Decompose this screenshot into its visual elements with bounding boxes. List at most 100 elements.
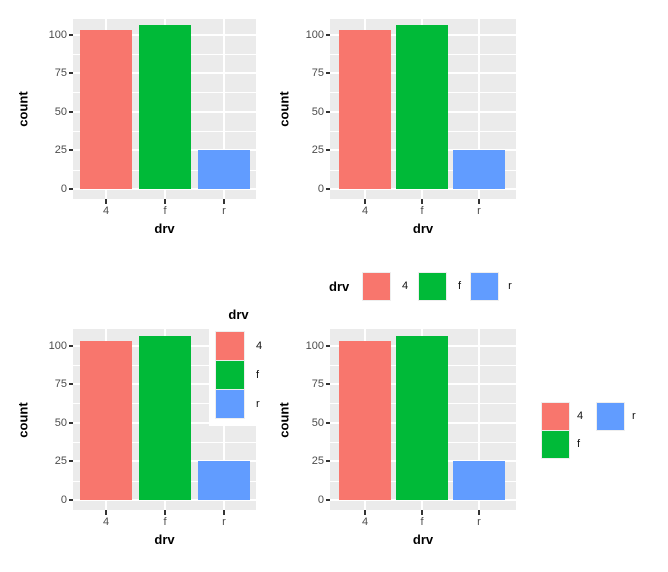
- x-tick-label: f: [420, 516, 424, 528]
- y-tick-mark: [69, 383, 73, 385]
- x-tick-mark: [478, 510, 480, 515]
- y-tick-mark: [69, 188, 73, 190]
- legend-label-f: f: [256, 369, 260, 381]
- y-tick-mark: [69, 72, 73, 74]
- bar-4: [339, 30, 391, 189]
- grid-major-line: [330, 499, 516, 501]
- plot-panel: [330, 19, 516, 199]
- y-tick-label: 50: [54, 106, 67, 118]
- x-axis-title: drv: [412, 221, 434, 236]
- y-tick-label: 50: [311, 417, 324, 429]
- y-tick-mark: [69, 34, 73, 36]
- bar-f: [139, 25, 191, 189]
- x-tick-mark: [164, 199, 166, 204]
- x-tick-label: 4: [361, 205, 369, 217]
- y-tick-label: 50: [54, 417, 67, 429]
- x-tick-label: f: [163, 205, 167, 217]
- grid-major-line-vertical: [478, 19, 480, 199]
- x-axis-title: drv: [412, 532, 434, 547]
- legend-title: drv: [329, 279, 350, 294]
- legend-label-r: r: [256, 398, 260, 410]
- y-tick-label: 75: [54, 378, 67, 390]
- legend-key-f: [418, 273, 446, 300]
- x-tick-mark: [223, 510, 225, 515]
- x-tick-label: f: [163, 516, 167, 528]
- x-axis-title: drv: [154, 221, 175, 236]
- bar-f: [396, 25, 448, 189]
- y-tick-label: 25: [54, 144, 67, 156]
- y-tick-label: 0: [317, 494, 324, 506]
- y-tick-label: 75: [54, 67, 67, 79]
- x-tick-label: r: [222, 205, 226, 217]
- legend-label-4: 4: [256, 340, 263, 352]
- y-tick-label: 25: [54, 455, 67, 467]
- y-tick-mark: [69, 149, 73, 151]
- y-tick-mark: [326, 460, 330, 462]
- legend-label-4: 4: [577, 410, 584, 422]
- x-tick-label: r: [222, 516, 226, 528]
- y-tick-mark: [326, 383, 330, 385]
- x-tick-label: r: [477, 516, 481, 528]
- x-tick-mark: [164, 510, 166, 515]
- legend-key-r: [216, 390, 244, 418]
- y-tick-mark: [326, 149, 330, 151]
- bar-f: [396, 336, 448, 500]
- bar-f: [139, 336, 191, 500]
- legend-inset-background: drv 4 f r: [209, 302, 268, 426]
- y-axis-title: count: [15, 401, 31, 438]
- y-tick-mark: [69, 422, 73, 424]
- y-tick-mark: [69, 111, 73, 113]
- y-tick-label: 25: [311, 144, 324, 156]
- y-tick-label: 50: [311, 106, 324, 118]
- legend-key-4: [216, 332, 244, 360]
- y-tick-mark: [326, 499, 330, 501]
- legend-label-r: r: [632, 410, 636, 422]
- legend-label-f: f: [457, 280, 462, 292]
- x-tick-mark: [478, 199, 480, 204]
- legend-label-4: 4: [401, 280, 409, 292]
- x-tick-mark: [364, 510, 366, 515]
- legend-title: drv: [228, 307, 249, 322]
- grid-major-line-vertical: [223, 19, 225, 199]
- y-tick-label: 75: [311, 378, 324, 390]
- legend-key-4: [542, 403, 569, 430]
- grid-major-line: [330, 188, 516, 190]
- bar-r: [198, 461, 250, 500]
- x-tick-mark: [105, 510, 107, 515]
- y-tick-mark: [326, 422, 330, 424]
- y-tick-label: 100: [48, 29, 67, 41]
- y-tick-mark: [326, 345, 330, 347]
- x-tick-label: r: [477, 205, 481, 217]
- legend-label-f: f: [577, 438, 581, 450]
- bar-r: [453, 461, 505, 500]
- y-tick-mark: [69, 345, 73, 347]
- x-tick-mark: [223, 199, 225, 204]
- x-tick-mark: [421, 510, 423, 515]
- y-axis-title: count: [276, 401, 292, 438]
- bar-4: [80, 341, 132, 500]
- y-tick-label: 25: [311, 455, 324, 467]
- x-tick-label: 4: [102, 205, 110, 217]
- y-tick-label: 0: [60, 183, 67, 195]
- y-tick-label: 100: [305, 340, 324, 352]
- y-tick-mark: [326, 188, 330, 190]
- bar-4: [339, 341, 391, 500]
- y-tick-label: 100: [305, 29, 324, 41]
- legend-key-f: [542, 431, 569, 458]
- legend-key-4: [363, 273, 390, 300]
- y-tick-mark: [69, 460, 73, 462]
- x-tick-mark: [364, 199, 366, 204]
- x-tick-label: 4: [102, 516, 110, 528]
- y-tick-label: 100: [48, 340, 67, 352]
- plot-panel: [73, 19, 256, 199]
- legend-key-r: [597, 403, 624, 430]
- y-tick-label: 0: [60, 494, 67, 506]
- bar-4: [80, 30, 132, 189]
- x-tick-label: 4: [361, 516, 369, 528]
- x-tick-mark: [105, 199, 107, 204]
- y-axis-title: count: [276, 91, 292, 127]
- legend-key-f: [216, 361, 244, 389]
- plot-panel: [330, 329, 516, 510]
- x-tick-label: f: [420, 205, 424, 217]
